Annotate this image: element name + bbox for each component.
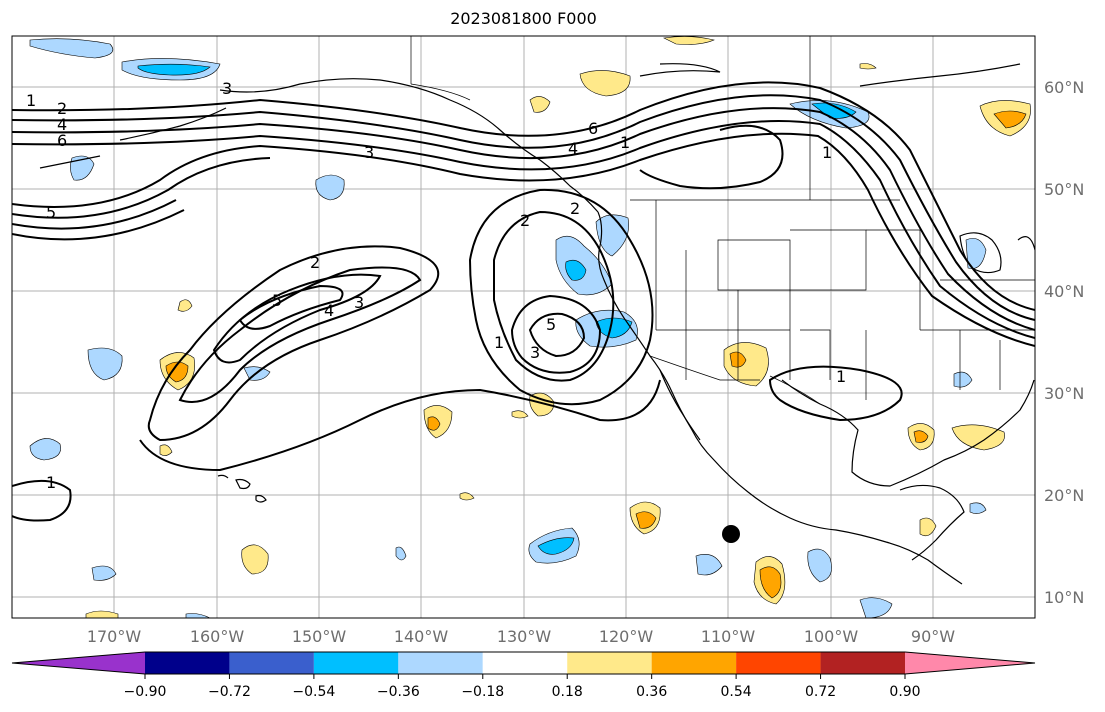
colorbar-tick-label: −0.54 (292, 684, 335, 700)
lon-label: 130°W (497, 627, 552, 646)
colorbar-tick-label: 0.54 (721, 684, 752, 700)
contour-label: 6 (57, 131, 67, 150)
contour-label: 4 (57, 115, 67, 134)
lon-label: 120°W (599, 627, 654, 646)
contour-label: 2 (520, 211, 530, 230)
contour-label: 1 (494, 333, 504, 352)
lon-label: 160°W (190, 627, 245, 646)
lon-label: 110°W (701, 627, 756, 646)
longitude-labels: 170°W 160°W 150°W 140°W 130°W 120°W 110°… (87, 627, 955, 646)
contour-label: 2 (570, 199, 580, 218)
contour-label: 3 (530, 343, 540, 362)
storm-center-marker (722, 525, 740, 543)
lon-label: 100°W (804, 627, 859, 646)
lat-label: 40°N (1044, 282, 1084, 301)
contour-label: 3 (364, 143, 374, 162)
colorbar-tick-label: −0.72 (208, 684, 251, 700)
contour-label: 5 (546, 315, 556, 334)
colorbar-tick-label: 0.18 (552, 684, 583, 700)
colorbar-segment (145, 652, 230, 674)
lat-label: 30°N (1044, 384, 1084, 403)
contour-label: 4 (324, 301, 334, 320)
map-title: 2023081800 F000 (450, 9, 597, 28)
contour-label: 4 (568, 139, 578, 158)
colorbar-segment (482, 652, 568, 674)
colorbar-tick-label: −0.90 (124, 684, 167, 700)
colorbar-tick-label: 0.36 (636, 684, 667, 700)
lat-label: 50°N (1044, 180, 1084, 199)
contour-label: 5 (272, 291, 282, 310)
colorbar-segment (313, 652, 399, 674)
lat-label: 60°N (1044, 78, 1084, 97)
contour-label: 6 (588, 119, 598, 138)
colorbar-tick-label: −0.18 (461, 684, 504, 700)
lon-label: 140°W (394, 627, 449, 646)
colorbar-segment (820, 652, 905, 674)
contour-label: 5 (46, 203, 56, 222)
lat-label: 10°N (1044, 588, 1084, 607)
colorbar-extend-high (905, 652, 1035, 674)
colorbar (11, 651, 1036, 675)
contour-label: 3 (222, 79, 232, 98)
contour-label: 1 (46, 473, 56, 492)
colorbar-segment (567, 652, 652, 674)
contour-label: 1 (620, 133, 630, 152)
state-borders (410, 36, 1035, 405)
colorbar-segment (651, 652, 737, 674)
contour-label: 2 (57, 99, 67, 118)
colorbar-tick-label: 0.72 (805, 684, 836, 700)
colorbar-segment (229, 652, 314, 674)
colorbar-segment (398, 652, 483, 674)
lon-label: 170°W (87, 627, 142, 646)
lon-label: 150°W (292, 627, 347, 646)
colorbar-tick-label: −0.36 (377, 684, 420, 700)
positive-anomaly-fills (85, 36, 1031, 618)
contour-lines (12, 81, 1035, 522)
lat-label: 20°N (1044, 486, 1084, 505)
latitude-labels: 60°N 50°N 40°N 30°N 20°N 10°N (1044, 78, 1084, 607)
contour-label: 1 (822, 143, 832, 162)
colorbar-extend-low (12, 652, 145, 674)
contour-labels: 1 2 4 6 3 5 2 5 3 4 2 3 5 1 3 1 2 4 6 1 … (26, 79, 846, 492)
lon-label: 90°W (911, 627, 955, 646)
contour-label: 1 (26, 91, 36, 110)
map-border (11, 35, 1036, 619)
colorbar-ticks: −0.90 −0.72 −0.54 −0.36 −0.18 0.18 0.36 0.54 0.7… (124, 674, 921, 700)
colorbar-segment (736, 652, 821, 674)
contour-label: 3 (354, 293, 364, 312)
contour-label: 2 (310, 253, 320, 272)
contour-label: 1 (836, 367, 846, 386)
colorbar-tick-label: 0.90 (889, 684, 920, 700)
coastlines (39, 63, 1035, 585)
